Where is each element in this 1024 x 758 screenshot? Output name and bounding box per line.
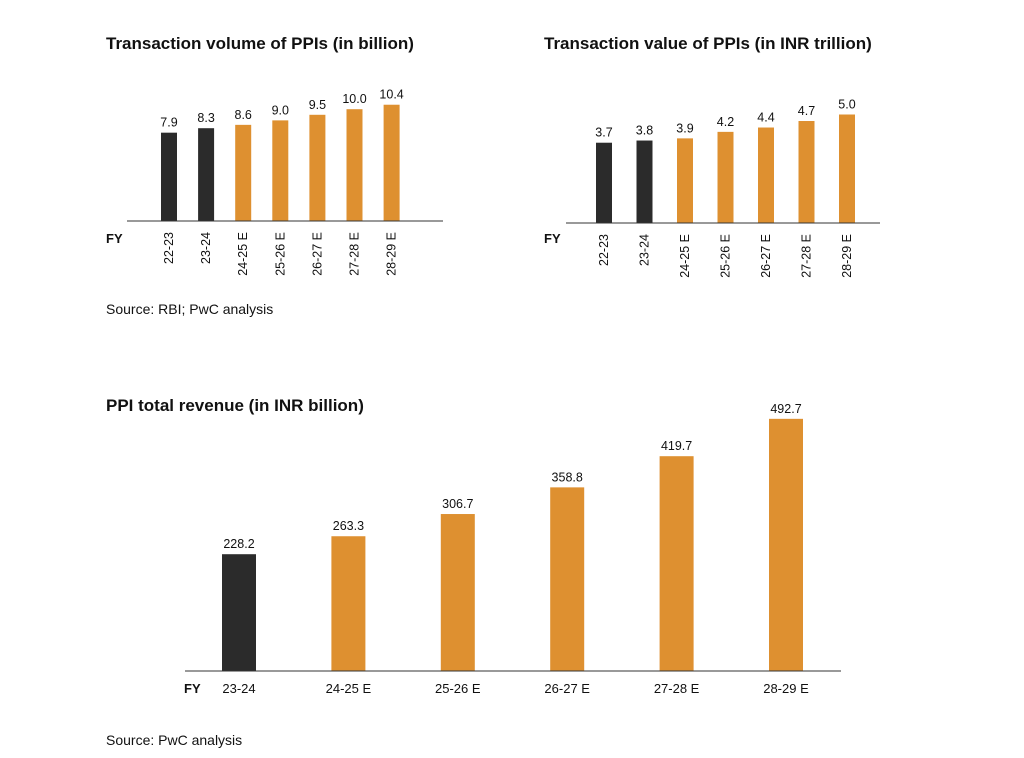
chart3-value-label-0: 228.2 xyxy=(223,537,254,551)
chart1-bar-0 xyxy=(161,132,177,221)
chart1-value-label-2: 8.6 xyxy=(235,108,252,122)
chart1-bar-4 xyxy=(309,114,326,221)
chart2-value-label-6: 5.0 xyxy=(838,98,855,112)
chart1-value-label-3: 9.0 xyxy=(272,103,289,117)
chart2-bar-5 xyxy=(798,121,815,223)
chart3-bar-1 xyxy=(331,536,366,671)
chart1-bar-5 xyxy=(346,109,363,221)
chart3-tick-label-1: 24-25 E xyxy=(326,681,372,696)
chart3-tick-label-4: 27-28 E xyxy=(654,681,700,696)
source-bottom: Source: PwC analysis xyxy=(106,732,243,748)
chart1-tick-label-0: 22-23 xyxy=(162,232,176,264)
chart1-value-label-5: 10.0 xyxy=(342,92,366,106)
chart1-bar-1 xyxy=(198,128,215,221)
chart1-bar-2 xyxy=(235,124,252,221)
chart2-value-label-0: 3.7 xyxy=(595,126,612,140)
chart2-fy-label: FY xyxy=(544,231,561,246)
chart3-title: PPI total revenue (in INR billion) xyxy=(106,396,364,415)
chart3-value-label-2: 306.7 xyxy=(442,497,473,511)
chart2-bar-2 xyxy=(677,138,693,223)
chart3-value-label-1: 263.3 xyxy=(333,519,364,533)
chart2-value-label-2: 3.9 xyxy=(676,121,693,135)
chart1-title: Transaction volume of PPIs (in billion) xyxy=(106,34,414,53)
chart1-tick-label-3: 25-26 E xyxy=(273,232,287,276)
chart2-bar-1 xyxy=(636,140,653,223)
chart2-title: Transaction value of PPIs (in INR trilli… xyxy=(544,34,872,53)
chart3-bar-4 xyxy=(659,456,694,671)
chart2-tick-label-3: 25-26 E xyxy=(719,234,733,278)
chart3-tick-label-3: 26-27 E xyxy=(544,681,590,696)
chart2-value-label-3: 4.2 xyxy=(717,115,734,129)
chart1-value-label-1: 8.3 xyxy=(197,111,214,125)
chart1-tick-label-1: 23-24 xyxy=(199,232,213,264)
chart2-tick-label-5: 27-28 E xyxy=(800,234,814,278)
chart3-bar-5 xyxy=(769,418,803,671)
chart1-tick-label-6: 28-29 E xyxy=(385,232,399,276)
chart1-tick-label-5: 27-28 E xyxy=(348,232,362,276)
chart3-tick-label-2: 25-26 E xyxy=(435,681,481,696)
chart1-value-label-0: 7.9 xyxy=(160,116,177,130)
chart1-fy-label: FY xyxy=(106,231,123,246)
chart2-value-label-4: 4.4 xyxy=(757,111,774,125)
chart3-tick-label-5: 28-29 E xyxy=(763,681,809,696)
chart2-tick-label-0: 22-23 xyxy=(597,234,611,266)
chart2-bar-4 xyxy=(758,127,774,223)
chart2-tick-label-6: 28-29 E xyxy=(840,234,854,278)
chart1-bar-6 xyxy=(383,104,400,221)
chart3-fy-label: FY xyxy=(184,681,201,696)
chart3-bar-3 xyxy=(550,487,585,671)
chart1-value-label-4: 9.5 xyxy=(309,98,326,112)
chart2-tick-label-2: 24-25 E xyxy=(678,234,692,278)
chart3-value-label-4: 419.7 xyxy=(661,439,692,453)
chart1-value-label-6: 10.4 xyxy=(379,88,403,102)
chart3-bar-2 xyxy=(440,514,475,671)
chart1-bar-3 xyxy=(272,120,289,221)
chart3-value-label-5: 492.7 xyxy=(770,402,801,416)
source-top: Source: RBI; PwC analysis xyxy=(106,301,274,317)
chart2-bar-6 xyxy=(839,114,855,223)
chart2-bar-0 xyxy=(596,142,612,223)
chart2-tick-label-1: 23-24 xyxy=(638,234,652,266)
chart3-bar-0 xyxy=(222,554,256,671)
chart1-tick-label-4: 26-27 E xyxy=(310,232,324,276)
chart3-value-label-3: 358.8 xyxy=(552,470,583,484)
chart2-value-label-1: 3.8 xyxy=(636,124,653,138)
chart2-tick-label-4: 26-27 E xyxy=(759,234,773,278)
chart3-tick-label-0: 23-24 xyxy=(222,681,255,696)
chart2-value-label-5: 4.7 xyxy=(798,104,815,118)
chart2-bar-3 xyxy=(717,131,734,223)
chart1-tick-label-2: 24-25 E xyxy=(236,232,250,276)
